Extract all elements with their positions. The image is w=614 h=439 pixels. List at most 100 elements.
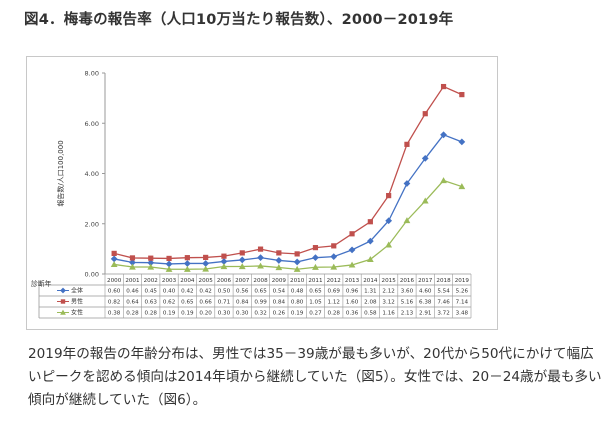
data-point — [459, 92, 465, 98]
data-point — [312, 245, 319, 251]
x-tick-label: 2014 — [363, 278, 378, 284]
data-point — [366, 256, 374, 263]
series-line-全体 — [114, 134, 463, 265]
legend-marker — [60, 309, 66, 315]
x-tick-label: 2006 — [217, 278, 232, 284]
table-value: 0.66 — [199, 300, 212, 306]
data-point — [257, 246, 264, 252]
table-value: 0.96 — [346, 289, 359, 295]
x-tick-label: 2005 — [199, 278, 214, 284]
table-value: 0.45 — [145, 289, 158, 295]
table-value: 2.13 — [401, 311, 414, 317]
table-value: 0.71 — [218, 300, 231, 306]
data-point — [239, 250, 245, 256]
data-point — [348, 261, 356, 268]
data-point — [421, 155, 429, 162]
table-value: 0.54 — [273, 289, 286, 295]
x-tick-label: 2002 — [144, 278, 158, 284]
data-point — [257, 254, 264, 262]
table-value: 0.32 — [254, 311, 266, 317]
table-value: 2.91 — [419, 311, 432, 317]
table-value: 1.60 — [346, 300, 359, 306]
table-value: 1.05 — [309, 300, 322, 306]
table-value: 0.65 — [309, 289, 322, 295]
table-value: 6.38 — [419, 300, 432, 306]
x-tick-label: 2000 — [107, 278, 122, 284]
legend-marker — [60, 299, 66, 304]
legend-label: 全体 — [71, 287, 83, 295]
data-point — [331, 243, 337, 249]
legend-marker — [60, 287, 66, 294]
table-value: 3.12 — [382, 300, 394, 306]
table-value: 7.46 — [437, 300, 450, 306]
table-value: 0.46 — [126, 289, 139, 295]
table-value: 0.28 — [145, 311, 158, 317]
data-point — [129, 259, 136, 266]
description-paragraph: 2019年の報告の年齢分布は、男性では35－39歳が最も多いが、20代から50代… — [28, 346, 602, 408]
data-point — [458, 138, 466, 146]
table-value: 0.28 — [126, 311, 139, 317]
x-tick-label: 2004 — [180, 278, 195, 284]
x-tick-label: 2007 — [235, 278, 250, 284]
data-point — [422, 111, 428, 117]
data-point — [238, 256, 246, 264]
table-value: 0.30 — [236, 311, 249, 317]
table-value: 0.80 — [291, 300, 304, 306]
data-point — [148, 255, 154, 261]
figure-title: 図4．梅毒の報告率（人口10万当たり報告数）、2000－2019年 — [24, 12, 454, 28]
table-value: 1.31 — [364, 289, 377, 295]
series-line-女性 — [114, 179, 463, 270]
data-point — [330, 253, 338, 261]
data-point — [404, 141, 410, 147]
table-value: 1.16 — [382, 311, 395, 317]
y-tick-label: 8.00 — [85, 70, 99, 78]
table-value: 3.72 — [437, 311, 449, 317]
y-tick-label: 4.00 — [85, 170, 99, 178]
table-value: 0.20 — [199, 311, 212, 317]
x-tick-label: 2019 — [455, 278, 470, 284]
y-tick-label: 6.00 — [85, 120, 99, 128]
data-point — [111, 250, 117, 256]
table-value: 0.99 — [254, 300, 267, 306]
x-tick-label: 2012 — [327, 278, 341, 284]
table-value: 0.27 — [309, 311, 322, 317]
data-point — [276, 250, 282, 256]
y-tick-label: 0.00 — [85, 271, 99, 279]
data-point — [147, 263, 155, 270]
table-value: 0.84 — [273, 300, 286, 306]
x-tick-label: 2008 — [253, 278, 268, 284]
data-point — [458, 183, 466, 190]
data-point — [440, 83, 447, 90]
table-value: 0.65 — [181, 300, 194, 306]
data-point — [312, 263, 319, 270]
data-point — [440, 177, 447, 184]
data-point — [202, 260, 210, 267]
table-value: 0.42 — [199, 289, 211, 295]
x-tick-label: 2018 — [436, 278, 451, 284]
data-point — [275, 264, 283, 271]
table-value: 7.14 — [456, 300, 469, 306]
table-value: 0.28 — [328, 311, 341, 317]
data-point — [366, 237, 374, 245]
data-point — [220, 263, 228, 270]
table-value: 5.54 — [437, 289, 450, 295]
table-value: 0.40 — [163, 289, 176, 295]
data-point — [166, 255, 172, 262]
data-point — [275, 257, 283, 264]
table-value: 0.19 — [291, 311, 304, 317]
table-value: 0.42 — [181, 289, 193, 295]
x-axis-title: 診断年 — [31, 279, 52, 288]
data-point — [421, 197, 429, 204]
data-point — [349, 231, 355, 237]
table-value: 0.84 — [236, 300, 249, 306]
data-point — [183, 265, 191, 272]
table-value: 2.08 — [364, 300, 377, 306]
table-value: 0.30 — [218, 311, 231, 317]
table-value: 0.56 — [236, 289, 249, 295]
data-point — [221, 253, 227, 259]
data-point — [165, 265, 173, 272]
x-tick-label: 2013 — [345, 278, 360, 284]
data-point — [110, 261, 118, 268]
table-value: 0.63 — [145, 300, 158, 306]
